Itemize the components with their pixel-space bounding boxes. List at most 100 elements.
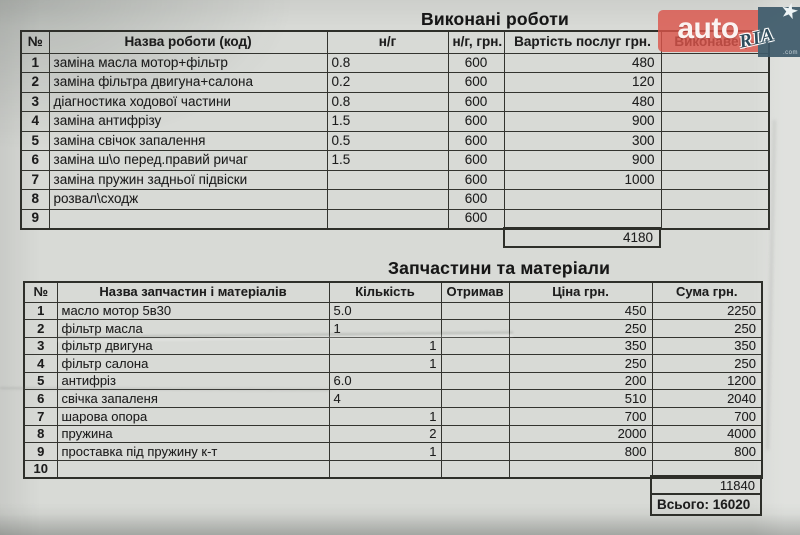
cell-sum [651, 459, 763, 479]
cell-part-name: пружина [56, 424, 330, 444]
cell-price: 450 [508, 301, 653, 321]
cell-row-number: 10 [23, 459, 58, 479]
cell-quantity: 1 [328, 336, 442, 356]
works-col-hour-rate: н/г, грн. [447, 30, 505, 54]
autoria-logo-ria-box: ★ RIA .com [737, 0, 800, 57]
parts-col-quantity: Кількість [328, 281, 442, 303]
cell-row-number: 8 [20, 189, 50, 210]
cell-norm-hours [326, 208, 449, 229]
cell-sum: 350 [651, 336, 763, 356]
cell-row-number: 7 [23, 407, 58, 426]
parts-subtotal-box: 11840 [650, 475, 762, 495]
cell-service-cost: 120 [503, 72, 662, 93]
cell-price: 800 [508, 442, 653, 461]
parts-table-row: 4 фільтр салона 1 250 250 [23, 354, 763, 373]
cell-norm-hours: 0.8 [326, 52, 449, 73]
cell-service-cost: 900 [503, 111, 662, 132]
cell-row-number: 9 [23, 442, 58, 461]
works-table-row: 2 заміна фільтра двигуна+салона 0.2 600 … [20, 72, 770, 93]
parts-table-row: 5 антифріз 6.0 200 1200 [23, 371, 763, 391]
cell-work-name: діагностика ходової частини [48, 91, 328, 112]
cell-row-number: 8 [23, 424, 58, 444]
cell-sum: 250 [651, 319, 763, 338]
cell-row-number: 2 [20, 72, 50, 93]
paper-edge-shadow [0, 514, 800, 535]
cell-executor [660, 150, 770, 171]
cell-work-name: заміна антифрізу [48, 111, 328, 132]
cell-part-name: свічка запаленя [56, 389, 330, 409]
cell-price: 200 [508, 371, 653, 391]
cell-part-name: проставка під пружину к-т [56, 442, 330, 461]
cell-service-cost: 480 [503, 91, 662, 112]
cell-row-number: 1 [23, 301, 58, 321]
cell-sum: 700 [651, 407, 763, 426]
parts-table-row: 8 пружина 2 2000 4000 [23, 424, 763, 444]
works-section-title: Виконані роботи [421, 9, 569, 29]
works-table-row: 5 заміна свічок запалення 0.5 600 300 [20, 130, 770, 151]
cell-row-number: 7 [20, 169, 50, 190]
cell-received [440, 407, 510, 426]
cell-received [440, 301, 510, 321]
cell-received [440, 459, 510, 479]
parts-table-row: 7 шарова опора 1 700 700 [23, 407, 763, 426]
cell-sum: 1200 [651, 371, 763, 391]
cell-price: 250 [508, 319, 653, 338]
cell-service-cost: 900 [503, 150, 662, 171]
cell-part-name: шарова опора [56, 407, 330, 426]
cell-row-number: 1 [20, 52, 50, 73]
works-table-row: 7 заміна пружин задньої підвіски 600 100… [20, 169, 770, 190]
cell-row-number: 5 [20, 130, 50, 151]
cell-sum: 2040 [651, 389, 763, 409]
cell-row-number: 3 [23, 336, 58, 356]
parts-col-price: Ціна грн. [508, 281, 653, 303]
cell-work-name: заміна ш\о перед.правий ричаг [48, 150, 328, 171]
cell-norm-hours: 1.5 [326, 111, 449, 132]
works-table: № Назва роботи (код) н/г н/г, грн. Варті… [20, 30, 770, 230]
autoria-logo-domain-text: .com [782, 50, 798, 56]
works-col-service-cost: Вартість послуг грн. [503, 30, 662, 54]
cell-row-number: 3 [20, 91, 50, 112]
cell-sum: 4000 [651, 424, 763, 444]
cell-sum: 250 [651, 354, 763, 373]
cell-work-name: заміна масла мотор+фільтр [48, 52, 328, 73]
parts-col-sum: Сума грн. [651, 281, 763, 303]
cell-work-name: заміна свічок запалення [48, 130, 328, 151]
cell-quantity: 1 [328, 354, 442, 373]
cell-part-name: фільтр салона [56, 354, 330, 373]
cell-quantity: 6.0 [328, 371, 442, 391]
parts-table-row: 2 фільтр масла 1 250 250 [23, 319, 763, 338]
cell-service-cost [503, 208, 662, 229]
cell-price: 510 [508, 389, 653, 409]
cell-received [440, 389, 510, 409]
cell-norm-hours: 1.5 [326, 150, 449, 171]
cell-quantity: 4 [328, 389, 442, 409]
cell-hour-rate: 600 [447, 111, 505, 132]
cell-executor [660, 208, 770, 229]
autoria-logo-auto-box: auto [658, 10, 758, 52]
cell-row-number: 5 [23, 371, 58, 391]
parts-table-row: 6 свічка запаленя 4 510 2040 [23, 389, 763, 409]
works-col-norm-hours: н/г [326, 30, 449, 54]
cell-executor [660, 169, 770, 190]
parts-col-number: № [23, 281, 58, 303]
cell-quantity: 5.0 [328, 301, 442, 321]
parts-col-received: Отримав [440, 281, 510, 303]
cell-received [440, 371, 510, 391]
cell-sum: 2250 [651, 301, 763, 321]
parts-table-row: 10 [23, 459, 763, 479]
cell-hour-rate: 600 [447, 150, 505, 171]
cell-service-cost: 300 [503, 130, 662, 151]
cell-row-number: 6 [23, 389, 58, 409]
cell-received [440, 424, 510, 444]
cell-service-cost: 480 [503, 52, 662, 73]
cell-hour-rate: 600 [447, 91, 505, 112]
cell-norm-hours: 0.2 [326, 72, 449, 93]
cell-service-cost [503, 189, 662, 210]
works-table-row: 3 діагностика ходової частини 0.8 600 48… [20, 91, 770, 112]
cell-part-name: фільтр двигуна [56, 336, 330, 356]
cell-hour-rate: 600 [447, 208, 505, 229]
parts-header-row: № Назва запчастин і матеріалів Кількість… [23, 281, 763, 303]
cell-service-cost: 1000 [503, 169, 662, 190]
works-col-number: № [20, 30, 50, 54]
cell-received [440, 336, 510, 356]
